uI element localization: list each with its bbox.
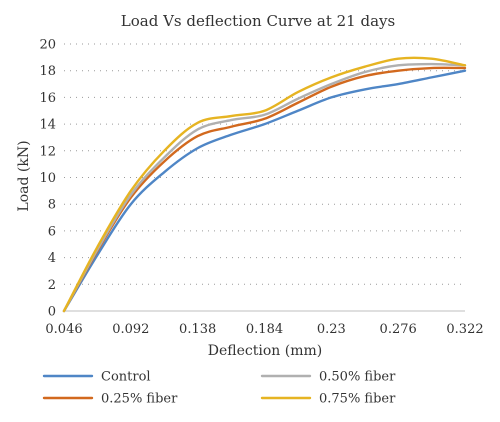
series-line-control bbox=[62, 69, 467, 313]
x-tick-label: 0.046 bbox=[45, 322, 82, 337]
y-tick-label: 0 bbox=[48, 305, 56, 320]
x-tick-label: 0.184 bbox=[246, 322, 283, 337]
y-tick-label: 8 bbox=[48, 198, 56, 213]
x-tick-label: 0.23 bbox=[317, 322, 346, 337]
y-tick-label: 10 bbox=[39, 171, 56, 186]
x-tick-label: 0.138 bbox=[179, 322, 216, 337]
y-tick-label: 20 bbox=[39, 38, 56, 53]
y-tick-label: 18 bbox=[39, 64, 56, 79]
y-tick-label: 14 bbox=[39, 118, 56, 133]
series-line-0-50-fiber bbox=[62, 62, 467, 313]
legend: Control 0.50% fiber 0.25% fiber 0.75% fiber bbox=[42, 370, 396, 407]
series-layer bbox=[62, 56, 467, 313]
legend-label-control: Control bbox=[101, 370, 151, 385]
y-axis-label: Load (kN) bbox=[16, 140, 32, 211]
grid-layer bbox=[64, 43, 465, 285]
legend-label-0-75-fiber: 0.75% fiber bbox=[319, 392, 396, 407]
x-axis-label: Deflection (mm) bbox=[208, 343, 322, 359]
y-tick-label: 12 bbox=[39, 144, 56, 159]
y-tick-label: 16 bbox=[39, 91, 56, 106]
y-tick-label: 2 bbox=[48, 278, 56, 293]
series-line-0-75-fiber bbox=[62, 56, 467, 313]
y-tick-label: 6 bbox=[48, 224, 56, 239]
x-tick-label: 0.322 bbox=[446, 322, 483, 337]
series-line-0-25-fiber bbox=[62, 66, 467, 313]
x-tick-label: 0.276 bbox=[380, 322, 417, 337]
x-tick-label: 0.092 bbox=[112, 322, 149, 337]
legend-label-0-25-fiber: 0.25% fiber bbox=[101, 392, 178, 407]
legend-label-0-50-fiber: 0.50% fiber bbox=[319, 370, 396, 385]
chart-title: Load Vs deflection Curve at 21 days bbox=[121, 12, 395, 30]
axis-layer: 0 2 4 6 8 10 12 14 16 18 20 0.046 0.092 0.138 0.184 0.2… bbox=[39, 38, 483, 338]
y-tick-label: 4 bbox=[48, 251, 56, 266]
